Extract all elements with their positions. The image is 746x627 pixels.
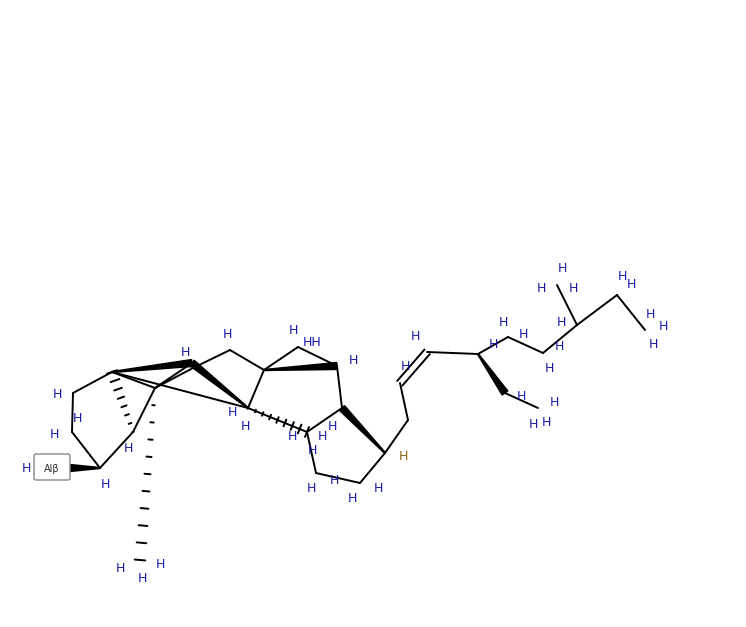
Text: H: H <box>518 327 527 340</box>
Text: H: H <box>627 278 636 292</box>
Text: H: H <box>516 389 526 403</box>
Text: H: H <box>287 431 297 443</box>
Text: H: H <box>123 441 133 455</box>
Text: Alβ: Alβ <box>44 464 60 474</box>
Text: H: H <box>545 362 554 376</box>
Text: H: H <box>658 320 668 334</box>
Text: H: H <box>542 416 551 428</box>
Text: H: H <box>554 340 564 354</box>
Polygon shape <box>189 361 248 408</box>
FancyBboxPatch shape <box>34 454 70 480</box>
Text: H: H <box>327 421 336 433</box>
Text: H: H <box>22 461 31 475</box>
Text: H: H <box>49 428 59 441</box>
Text: H: H <box>317 431 327 443</box>
Text: H: H <box>498 315 508 329</box>
Text: H: H <box>307 483 316 495</box>
Text: H: H <box>648 337 658 350</box>
Polygon shape <box>70 465 100 472</box>
Text: H: H <box>72 411 82 424</box>
Text: H: H <box>228 406 236 419</box>
Text: H: H <box>645 307 655 320</box>
Text: H: H <box>222 329 232 342</box>
Text: H: H <box>288 325 298 337</box>
Text: H: H <box>568 282 577 295</box>
Text: H: H <box>398 450 407 463</box>
Text: H: H <box>307 443 317 456</box>
Text: H: H <box>557 263 567 275</box>
Polygon shape <box>264 362 337 371</box>
Text: H: H <box>155 557 165 571</box>
Text: H: H <box>549 396 559 409</box>
Text: H: H <box>401 361 410 374</box>
Text: H: H <box>100 478 110 490</box>
Text: H: H <box>137 571 147 584</box>
Polygon shape <box>339 406 386 453</box>
Text: H: H <box>329 475 339 488</box>
Text: H: H <box>373 482 383 495</box>
Text: H: H <box>489 337 498 350</box>
Text: H: H <box>116 562 125 574</box>
Text: H: H <box>528 418 538 431</box>
Text: H: H <box>52 389 62 401</box>
Text: H: H <box>348 354 357 367</box>
Text: H: H <box>410 330 420 344</box>
Polygon shape <box>112 359 192 372</box>
Text: H: H <box>536 282 545 295</box>
Text: H: H <box>348 492 357 505</box>
Polygon shape <box>477 354 508 395</box>
Text: H: H <box>617 270 627 283</box>
Text: H: H <box>181 345 189 359</box>
Text: H: H <box>557 315 565 329</box>
Text: H: H <box>240 419 250 433</box>
Text: HH: HH <box>303 335 322 349</box>
